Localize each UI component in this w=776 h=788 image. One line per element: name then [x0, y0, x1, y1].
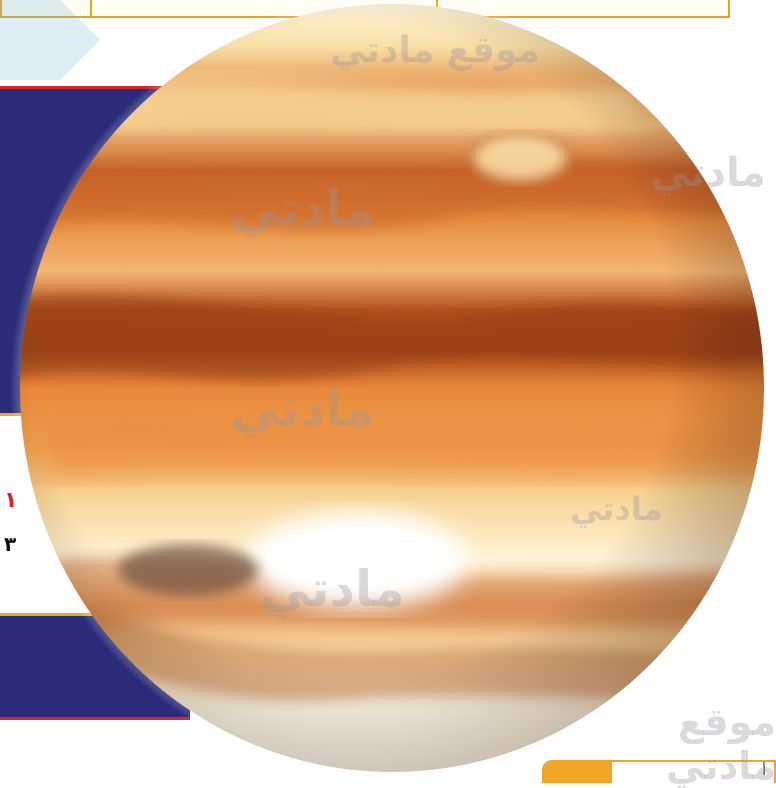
watermark-text: مادتي: [260, 560, 405, 618]
watermark-text: مادتي: [650, 150, 766, 196]
watermark-text: مادتي: [570, 490, 663, 528]
black-number-label: ٣: [4, 532, 17, 556]
watermark-text: مادتي: [230, 380, 375, 438]
bottom-tab: أ: [542, 760, 776, 783]
bottom-tab-label: أ: [762, 764, 766, 779]
table-divider: [90, 0, 92, 16]
watermark-text: موقع مادتي: [330, 30, 540, 71]
watermark-text: مادتي: [230, 180, 375, 238]
red-number-label: ١: [4, 488, 18, 513]
decorative-chevron-shape: [0, 0, 100, 80]
watermark-text: موقع مادتي: [665, 700, 776, 788]
jupiter-planet-image: [10, 0, 772, 776]
bottom-tab-accent: [544, 762, 612, 783]
